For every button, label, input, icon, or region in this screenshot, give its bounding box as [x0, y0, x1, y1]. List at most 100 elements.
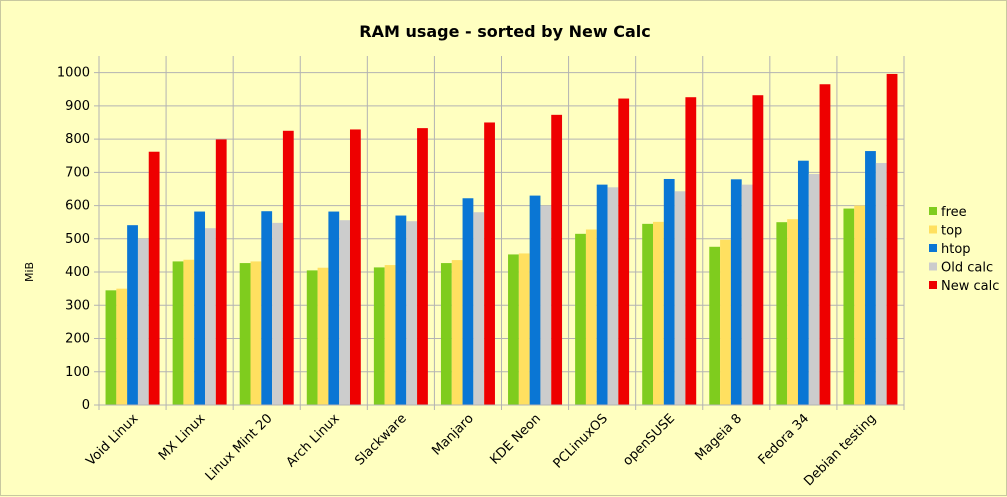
- bar-top: [116, 288, 128, 405]
- bar-old-calc: [875, 163, 887, 405]
- bar-htop: [395, 215, 407, 405]
- bar-free: [642, 223, 654, 405]
- bar-new-calc: [618, 98, 630, 405]
- bar-top: [653, 221, 664, 405]
- bars: [105, 73, 898, 406]
- axes: [98, 56, 904, 406]
- y-tick-label: 1000: [57, 66, 90, 81]
- x-tick-label: Manjaro: [429, 411, 476, 458]
- bar-htop: [462, 198, 474, 405]
- bar-new-calc: [752, 95, 764, 406]
- bar-new-calc: [215, 139, 227, 405]
- y-axis-label: MiB: [23, 262, 36, 282]
- bar-top: [720, 239, 731, 405]
- bar-top: [854, 205, 866, 405]
- legend-label: free: [941, 205, 967, 220]
- x-tick-label: Fedora 34: [756, 411, 813, 468]
- bar-old-calc: [473, 212, 485, 405]
- legend-swatch: [929, 207, 937, 215]
- bar-old-calc: [272, 222, 283, 405]
- y-tick-labels: 0 100 200 300 400 500 600 700 800 900 1000: [57, 66, 90, 413]
- x-tick-label: KDE Neon: [487, 411, 543, 467]
- bar-htop: [596, 184, 608, 405]
- bar-htop: [529, 195, 541, 405]
- y-tick-label: 0: [82, 398, 90, 413]
- y-tick-label: 300: [65, 298, 90, 313]
- bar-free: [440, 263, 452, 405]
- legend-swatch: [929, 244, 937, 252]
- bar-new-calc: [484, 122, 495, 405]
- bar-top: [183, 259, 195, 405]
- bar-old-calc: [137, 238, 149, 405]
- bar-top: [317, 267, 329, 405]
- y-tick-label: 900: [65, 99, 90, 114]
- bar-htop: [127, 225, 138, 405]
- bar-new-calc: [685, 97, 697, 405]
- bar-old-calc: [406, 221, 418, 405]
- bar-htop: [261, 211, 273, 405]
- bar-top: [451, 260, 463, 405]
- bar-old-calc: [205, 228, 216, 405]
- bar-top: [787, 219, 798, 405]
- y-tick-label: 500: [65, 232, 90, 247]
- y-tick-label: 200: [65, 332, 90, 347]
- x-tick-label: Debian testing: [801, 411, 879, 489]
- y-tick-label: 800: [65, 132, 90, 147]
- x-tick-label: PCLinuxOS: [551, 411, 611, 471]
- x-tick-label: Void Linux: [83, 411, 141, 469]
- bar-free: [575, 233, 586, 405]
- chart-title: RAM usage - sorted by New Calc: [359, 22, 650, 41]
- bar-old-calc: [674, 191, 686, 405]
- y-tick-label: 600: [65, 199, 90, 214]
- bar-top: [250, 261, 262, 405]
- x-tick-label: Linux Mint 20: [203, 411, 276, 484]
- bar-new-calc: [148, 151, 160, 405]
- legend-swatch: [929, 225, 937, 234]
- bar-top: [518, 253, 530, 405]
- bar-htop: [865, 151, 876, 405]
- x-tick-label: MX Linux: [156, 411, 209, 464]
- bar-old-calc: [339, 220, 350, 405]
- bar-htop: [730, 179, 742, 405]
- bar-htop: [797, 160, 809, 405]
- legend-label: top: [941, 224, 962, 239]
- bar-free: [105, 290, 117, 405]
- x-tick-label: Arch Linux: [284, 411, 343, 470]
- bar-new-calc: [551, 114, 563, 406]
- bar-old-calc: [808, 173, 820, 405]
- bar-free: [172, 261, 184, 405]
- legend-label: htop: [941, 242, 971, 257]
- bar-new-calc: [349, 129, 361, 406]
- bar-free: [306, 270, 318, 405]
- legend-label: Old calc: [941, 261, 993, 276]
- y-tick-label: 400: [65, 265, 90, 280]
- x-tick-label: Slackware: [352, 411, 409, 468]
- bar-htop: [663, 178, 675, 405]
- bar-old-calc: [607, 187, 619, 405]
- bar-free: [508, 254, 519, 405]
- bar-free: [843, 208, 855, 405]
- bar-new-calc: [282, 130, 294, 406]
- bar-free: [709, 246, 721, 405]
- y-tick-label: 700: [65, 165, 90, 180]
- bar-old-calc: [540, 205, 552, 405]
- legend-label: New calc: [941, 279, 999, 294]
- bar-htop: [194, 211, 206, 405]
- bar-free: [239, 263, 251, 405]
- bar-top: [384, 265, 396, 405]
- bar-free: [776, 222, 788, 405]
- bar-free: [373, 267, 385, 405]
- y-tick-label: 100: [65, 365, 90, 380]
- legend-swatch: [929, 262, 937, 271]
- bar-new-calc: [819, 84, 831, 405]
- x-tick-label: openSUSE: [620, 411, 678, 469]
- bar-old-calc: [741, 184, 753, 405]
- bar-htop: [328, 211, 340, 405]
- bar-new-calc: [417, 128, 428, 406]
- legend-swatch: [929, 281, 937, 289]
- legend: free top htop Old calc New calc: [929, 205, 999, 294]
- bar-top: [585, 229, 597, 405]
